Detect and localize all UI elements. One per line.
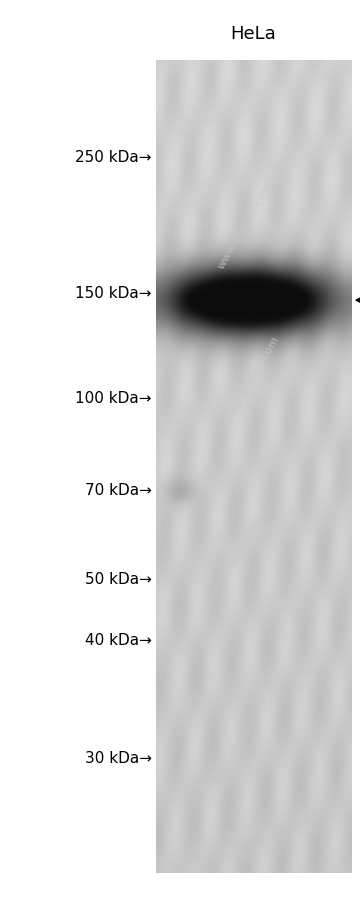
Text: 70 kDa→: 70 kDa→ bbox=[85, 483, 152, 498]
Text: HeLa: HeLa bbox=[230, 25, 276, 43]
Text: 50 kDa→: 50 kDa→ bbox=[85, 572, 152, 587]
Text: www.ptglab.com: www.ptglab.com bbox=[205, 514, 263, 604]
Text: 250 kDa→: 250 kDa→ bbox=[75, 150, 152, 165]
Text: www.ptglab.com: www.ptglab.com bbox=[216, 180, 274, 271]
Text: www.ptglab.com: www.ptglab.com bbox=[212, 695, 270, 785]
Text: 100 kDa→: 100 kDa→ bbox=[75, 391, 152, 406]
Text: 30 kDa→: 30 kDa→ bbox=[85, 750, 152, 766]
Text: www.ptglab.com: www.ptglab.com bbox=[223, 334, 281, 424]
Text: 150 kDa→: 150 kDa→ bbox=[75, 285, 152, 300]
Text: 40 kDa→: 40 kDa→ bbox=[85, 632, 152, 648]
